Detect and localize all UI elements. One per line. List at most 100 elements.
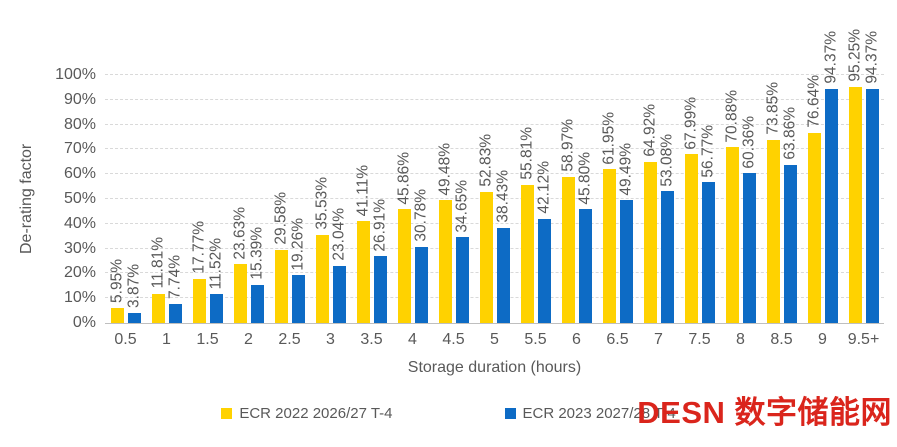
bar-ecr2023: 63.86% xyxy=(781,107,798,323)
x-tick-label: 0.5 xyxy=(114,331,137,348)
y-tick-label: 20% xyxy=(63,264,96,282)
bar-value-label: 35.53% xyxy=(313,177,331,230)
x-tick-label: 6.5 xyxy=(606,331,629,348)
bar-ecr2023: 45.80% xyxy=(576,152,593,323)
gridline xyxy=(105,98,884,100)
bar-ecr2023: 11.52% xyxy=(207,238,224,323)
x-tick-label: 2.5 xyxy=(278,331,301,348)
bar-group: 76.64% 94.37% xyxy=(802,31,843,323)
bar-ecr2022: 55.81% xyxy=(518,127,535,323)
bar-value-label: 23.63% xyxy=(231,206,249,260)
bar-value-label: 38.43% xyxy=(494,170,512,223)
y-tick-label: 70% xyxy=(63,140,96,158)
bar-ecr2023: 94.37% xyxy=(822,31,839,323)
bar-value-label: 11.81% xyxy=(149,237,167,289)
y-tick-label: 60% xyxy=(63,165,96,183)
bar-ecr2022: 41.11% xyxy=(354,165,371,323)
x-tick-label: 2 xyxy=(244,331,253,348)
bar-ecr2022: 95.25% xyxy=(846,29,863,323)
bar-value-label: 3.87% xyxy=(125,264,143,309)
bar-value-label: 34.65% xyxy=(453,179,471,233)
bar-group: 58.97% 45.80% xyxy=(556,75,597,323)
bar-group: 55.81% 42.12% xyxy=(515,75,556,323)
bar-group: 11.81% 7.74% xyxy=(146,75,187,323)
bar-group: 23.63% 15.39% xyxy=(228,75,269,323)
x-tick-label: 7 xyxy=(654,331,663,348)
bar-ecr2023: 42.12% xyxy=(535,161,552,323)
bar-value-label: 58.97% xyxy=(559,119,577,172)
x-tick-label: 6 xyxy=(572,331,581,348)
bar-group: 73.85% 63.86% xyxy=(761,75,802,323)
bar-groups: 5.95% 3.87% 11.81% 7.74% 17.77% 11.52% 23.63% 1… xyxy=(105,29,884,323)
y-axis-ticks: 0% 10% 20% 30% 40% 50% 60% 70% 80% 90% 100% xyxy=(0,66,96,331)
gridline xyxy=(105,74,884,75)
bar-value-label: 76.64% xyxy=(805,75,823,128)
legend-item-ecr2022: ECR 2022 2026/27 T-4 xyxy=(221,405,393,422)
bar-value-label: 45.80% xyxy=(576,151,594,205)
x-axis-ticks: 0.5 1 1.5 2 2.5 3 3.5 4 4.5 5 5.5 6 6.5 7 7.5 8 8.5 9 9.5+ xyxy=(105,331,884,349)
gridline xyxy=(105,222,884,224)
x-tick-label: 3.5 xyxy=(360,331,383,348)
x-tick-label: 9 xyxy=(818,331,827,348)
x-tick-label: 8.5 xyxy=(770,331,793,348)
bar-value-label: 26.91% xyxy=(371,198,389,252)
bar-value-label: 7.74% xyxy=(166,254,184,299)
bar-value-label: 45.86% xyxy=(395,151,413,205)
y-tick-label: 30% xyxy=(63,239,96,257)
bar-value-label: 19.26% xyxy=(289,217,307,271)
bar-ecr2023: 15.39% xyxy=(248,227,265,323)
legend-swatch xyxy=(221,408,233,419)
bar-ecr2023: 34.65% xyxy=(453,180,470,323)
bar-ecr2022: 58.97% xyxy=(559,119,576,323)
bar-group: 67.99% 56.77% xyxy=(679,75,720,323)
bar-ecr2023: 53.08% xyxy=(658,134,675,323)
bar-group: 45.86% 30.78% xyxy=(392,75,433,323)
bar-value-label: 17.77% xyxy=(190,221,208,274)
bar-value-label: 52.83% xyxy=(477,134,495,187)
y-tick-label: 10% xyxy=(63,289,96,307)
plot-area: 5.95% 3.87% 11.81% 7.74% 17.77% 11.52% 23.63% 1… xyxy=(105,29,884,324)
bar-ecr2022: 52.83% xyxy=(477,134,494,323)
bar-ecr2022: 76.64% xyxy=(805,75,822,323)
gridlines xyxy=(105,74,884,323)
legend-swatch xyxy=(504,408,516,419)
bar-ecr2023: 94.37% xyxy=(863,31,880,323)
bar-value-label: 5.95% xyxy=(108,259,126,304)
y-tick-label: 90% xyxy=(63,90,96,108)
bar-value-label: 94.37% xyxy=(863,31,881,84)
bar-ecr2022: 17.77% xyxy=(190,221,207,323)
bar-value-label: 95.25% xyxy=(846,29,864,82)
bar-value-label: 55.81% xyxy=(518,127,536,180)
x-tick-label: 5.5 xyxy=(524,331,547,348)
gridline xyxy=(105,247,884,249)
gridline xyxy=(105,272,884,274)
x-tick-label: 1.5 xyxy=(196,331,219,348)
bar-value-label: 60.36% xyxy=(740,115,758,169)
desn-watermark-logo: DESN 数字储能网 xyxy=(637,395,892,430)
y-tick-label: 80% xyxy=(63,115,96,133)
bar-ecr2023: 30.78% xyxy=(412,189,429,323)
gridline xyxy=(105,198,884,199)
bar-group: 49.48% 34.65% xyxy=(433,75,474,323)
bar-group: 70.88% 60.36% xyxy=(720,75,761,323)
legend-item-ecr2023: ECR 2023 2027/28 T-4 xyxy=(504,405,676,422)
bar-ecr2022: 67.99% xyxy=(682,97,699,323)
bar-ecr2022: 70.88% xyxy=(723,90,740,323)
bar-value-label: 64.92% xyxy=(641,104,659,157)
y-tick-label: 100% xyxy=(55,66,96,83)
x-tick-label: 4.5 xyxy=(442,331,465,348)
bar-group: 41.11% 26.91% xyxy=(351,75,392,323)
bar-value-label: 30.78% xyxy=(412,189,430,242)
bar-value-label: 41.11% xyxy=(354,164,372,217)
x-tick-label: 9.5+ xyxy=(847,331,880,348)
x-tick-label: 5 xyxy=(490,331,499,348)
bar-ecr2022: 61.95% xyxy=(600,112,617,323)
bar-group: 64.92% 53.08% xyxy=(638,75,679,323)
x-tick-label: 7.5 xyxy=(688,331,711,348)
bar-ecr2023: 60.36% xyxy=(740,116,757,323)
bar-value-label: 53.08% xyxy=(658,133,676,187)
bar-group: 5.95% 3.87% xyxy=(105,75,146,323)
y-tick-label: 40% xyxy=(63,214,96,232)
bar-value-label: 94.37% xyxy=(822,31,840,84)
